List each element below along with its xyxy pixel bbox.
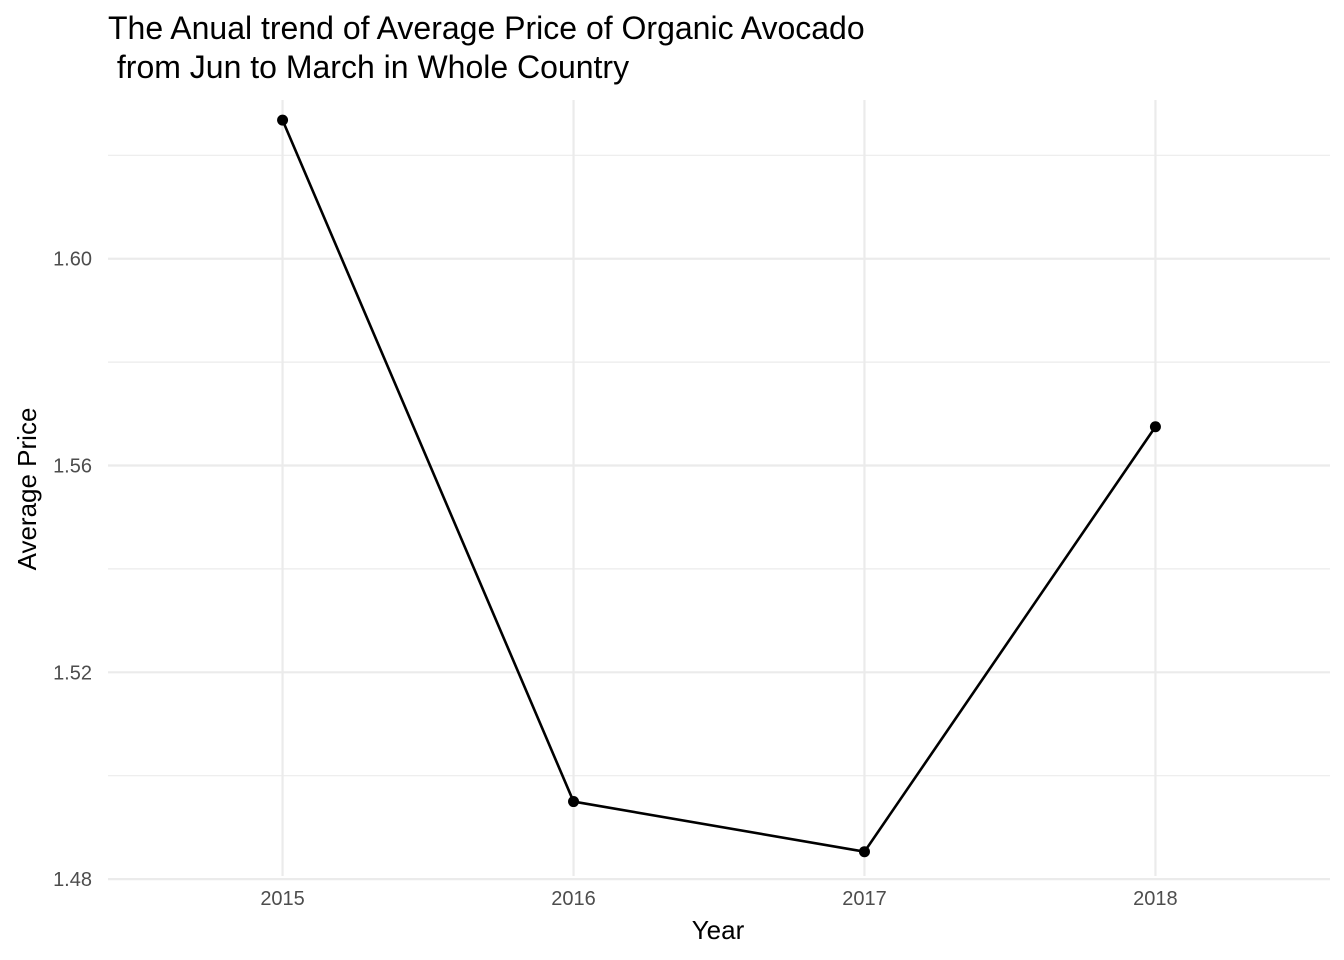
- data-point-2016: [568, 796, 580, 808]
- y-tick-label: 1.52: [53, 662, 92, 684]
- x-tick-label: 2015: [260, 888, 305, 910]
- y-axis-title: Average Price: [12, 408, 42, 571]
- series: [277, 114, 1161, 858]
- y-tick-labels: 1.48 1.52 1.56 1.60: [53, 249, 92, 891]
- chart-title: The Anual trend of Average Price of Orga…: [108, 10, 865, 46]
- x-axis-title: Year: [692, 915, 745, 945]
- data-point-2015: [277, 114, 289, 126]
- y-tick-label: 1.56: [53, 456, 92, 478]
- x-tick-label: 2018: [1133, 888, 1178, 910]
- series-line: [281, 119, 1157, 854]
- grid: [108, 100, 1330, 881]
- x-tick-labels: 2015 2016 2017 2018: [260, 888, 1177, 910]
- y-tick-label: 1.48: [53, 869, 92, 891]
- chart-title-line-2: from Jun to March in Whole Country: [108, 49, 629, 85]
- x-tick-label: 2017: [842, 888, 887, 910]
- x-tick-label: 2016: [551, 888, 596, 910]
- data-point-2018: [1149, 421, 1161, 433]
- data-point-2017: [858, 846, 870, 858]
- y-tick-label: 1.60: [53, 249, 92, 271]
